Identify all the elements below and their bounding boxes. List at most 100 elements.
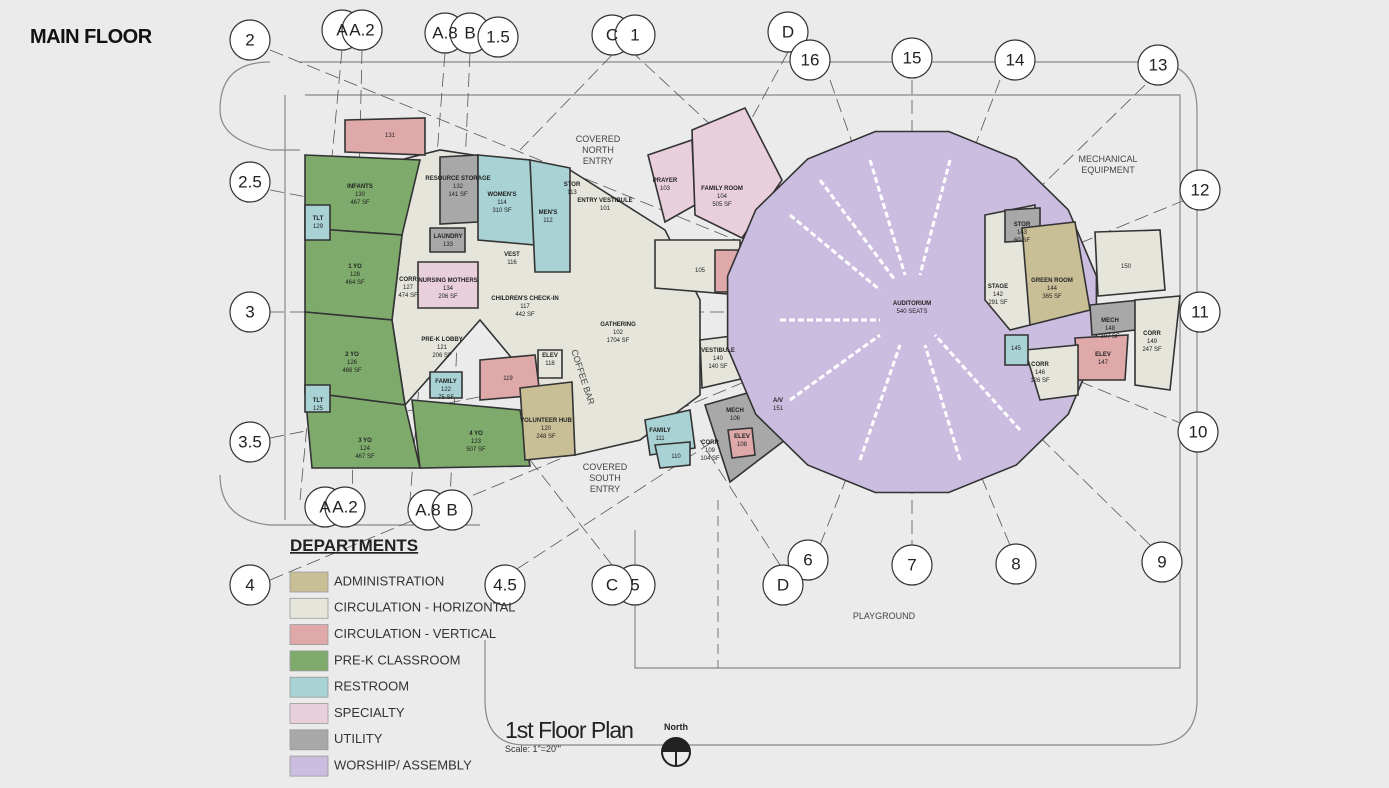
grid-bubble-label: 4: [245, 575, 254, 594]
room-number: 110: [671, 454, 681, 460]
room-name: ELEV: [1095, 352, 1111, 358]
grid-bubble-label: B: [464, 23, 475, 42]
room-number: 114: [497, 200, 507, 206]
room-name: ENTRY VESTIBULE: [577, 198, 632, 204]
room-area: 1704 SF: [607, 338, 630, 344]
room-name: INFANTS: [347, 184, 373, 190]
room-name: ELEV: [542, 353, 558, 359]
grid-bubble-label: 2: [245, 30, 254, 49]
room-area: 442 SF: [515, 312, 535, 318]
grid-bubble-label: A: [336, 20, 348, 39]
room-area: 248 SF: [536, 434, 556, 440]
room-area: 247 SF: [1142, 347, 1162, 353]
room-area: 464 SF: [345, 280, 365, 286]
room-number: 111: [655, 436, 665, 442]
room-area: 467 SF: [355, 454, 375, 460]
room-number: 151: [773, 406, 784, 412]
room-name: MEN'S: [539, 210, 558, 216]
room-number: 116: [507, 260, 517, 266]
room-number: 109: [705, 448, 716, 454]
room-name: GATHERING: [600, 322, 636, 328]
room-number: 104: [717, 194, 728, 200]
room-area: 365 SF: [1042, 294, 1062, 300]
room-number: 148: [1105, 326, 1116, 332]
room-number: 150: [1121, 264, 1132, 270]
room-area: 75 SF: [438, 395, 454, 401]
room-number: 145: [1011, 346, 1022, 352]
grid-bubble-label: A.2: [332, 497, 358, 516]
room-name: STAGE: [988, 284, 1008, 290]
plan-title: 1st Floor Plan: [505, 717, 633, 743]
room-number: 123: [471, 439, 482, 445]
room-name: FAMILY: [435, 379, 456, 385]
room-number: 103: [660, 186, 671, 192]
room-name: 2 YO: [345, 352, 359, 358]
grid-bubble-label: 1.5: [486, 27, 510, 46]
room-area: 507 SF: [466, 447, 486, 453]
legend-swatch: [290, 651, 328, 671]
room-name: 4 YO: [469, 431, 483, 437]
room-area: 540 SEATS: [897, 309, 928, 315]
grid-bubble-label: D: [777, 575, 789, 594]
room-name: PRAYER: [653, 178, 678, 184]
legend-label: UTILITY: [334, 731, 383, 746]
room-name: ELEV: [734, 434, 750, 440]
room-number: 105: [695, 268, 706, 274]
room-name: PRE-K LOBBY: [421, 337, 462, 343]
room-area: 107 SF: [1100, 334, 1120, 340]
room-area: 505 SF: [712, 202, 732, 208]
room-name: VESTIBULE: [701, 348, 735, 354]
room-number: 132: [453, 184, 464, 190]
legend-swatch: [290, 730, 328, 750]
room-area: 466 SF: [342, 368, 362, 374]
grid-bubble-label: B: [446, 500, 457, 519]
legend-swatch: [290, 677, 328, 697]
room-name: CORR: [399, 277, 417, 283]
grid-bubble-label: A.2: [349, 20, 375, 39]
grid-bubble-label: 1: [630, 25, 639, 44]
grid-bubble-label: A.8: [415, 500, 441, 519]
legend-swatch: [290, 572, 328, 592]
room-name: CORR: [701, 440, 719, 446]
legend-label: WORSHIP/ ASSEMBLY: [334, 758, 472, 773]
grid-bubble-label: 6: [803, 550, 812, 569]
room-name: MECH: [726, 408, 744, 414]
room-area: 206 SF: [432, 353, 452, 359]
room-number: 129: [313, 224, 324, 230]
grid-bubble-label: C: [606, 575, 618, 594]
floor-plan: MAIN FLOOR 2AA.2A.8B1.5C1D16151413121110…: [0, 0, 1389, 788]
room-name: TLT: [313, 398, 324, 404]
room-number: 133: [443, 242, 454, 248]
room-number: 122: [441, 387, 452, 393]
grid-bubble-label: D: [782, 22, 794, 41]
area-label: COVERED: [576, 134, 621, 144]
room-area: 474 SF: [398, 293, 418, 299]
room-area: 206 SF: [438, 294, 458, 300]
grid-bubble-label: 2.5: [238, 172, 262, 191]
room-area: 104 SF: [700, 456, 720, 462]
grid-bubble-label: 12: [1191, 180, 1210, 199]
room-number: 119: [503, 376, 513, 382]
room-name: 3 YO: [358, 438, 372, 444]
room-name: LAUNDRY: [433, 234, 462, 240]
grid-bubble-label: C: [606, 25, 618, 44]
room-number: 121: [437, 345, 448, 351]
legend-label: RESTROOM: [334, 679, 409, 694]
room-number: 126: [347, 360, 358, 366]
room-area: 467 SF: [350, 200, 370, 206]
room-name: MECH: [1101, 318, 1119, 324]
room-number: 127: [403, 285, 414, 291]
grid-bubble-label: 9: [1157, 552, 1166, 571]
legend-swatch: [290, 756, 328, 776]
grid-bubble-label: 13: [1149, 55, 1168, 74]
grid-bubble-label: 8: [1011, 554, 1020, 573]
room-number: 144: [1047, 286, 1058, 292]
room-name: CORR: [1143, 331, 1161, 337]
legend-swatch: [290, 625, 328, 645]
room-number: 134: [443, 286, 454, 292]
room-name: WOMEN'S: [487, 192, 516, 198]
room-number: 130: [355, 192, 366, 198]
north-arrow: [662, 738, 690, 766]
room-number: 140: [713, 356, 724, 362]
room-area: 60 SF: [1014, 238, 1030, 244]
